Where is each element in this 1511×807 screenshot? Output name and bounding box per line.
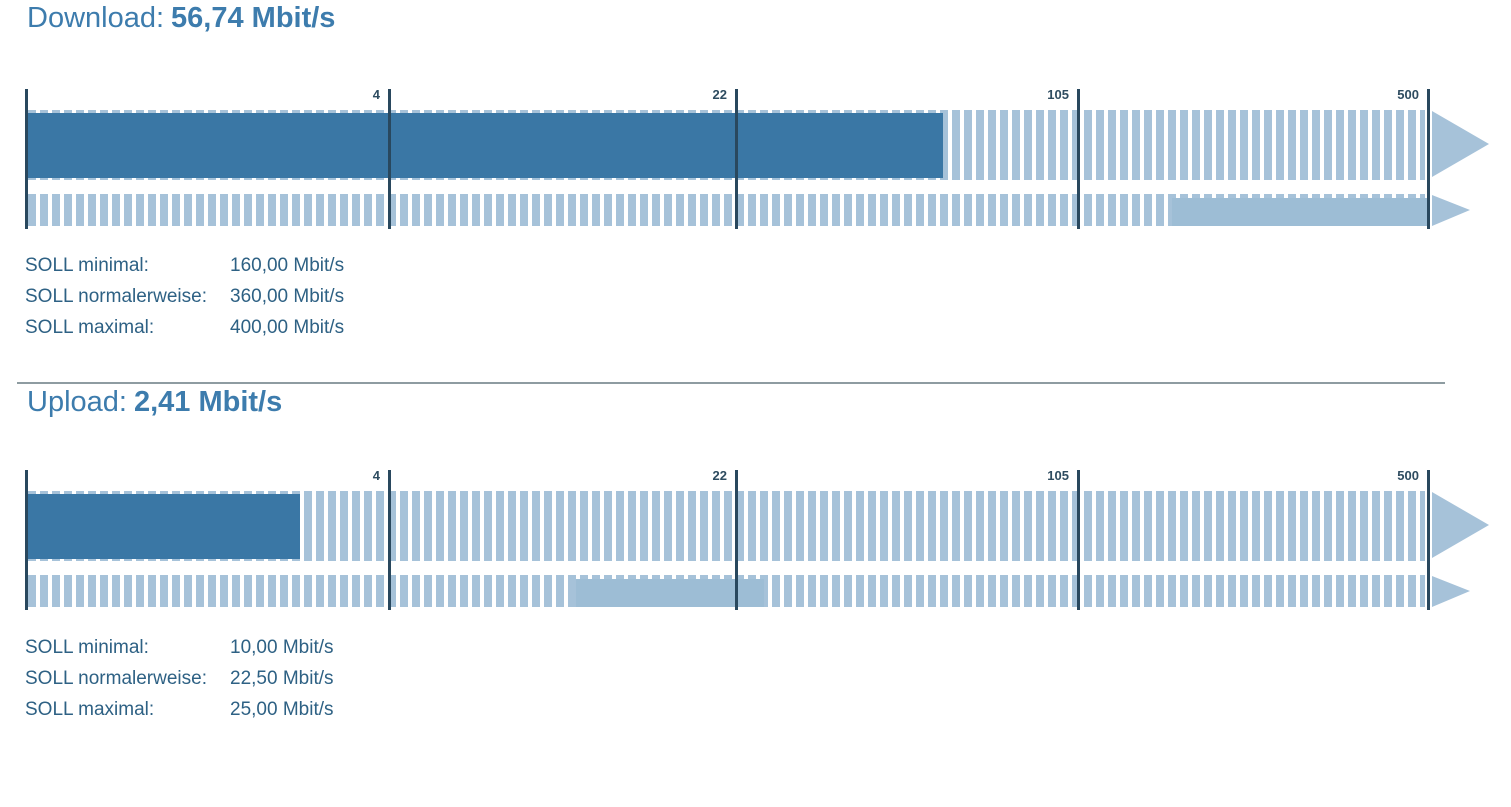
- upload-axis-baseline: [25, 470, 28, 610]
- soll-row: SOLL maximal: 25,00 Mbit/s: [25, 694, 1511, 725]
- download-target-row: [28, 194, 1428, 226]
- tick-label: 4: [372, 468, 380, 483]
- tick-label: 4: [372, 87, 380, 102]
- soll-label: SOLL normalerweise:: [25, 286, 207, 307]
- upload-target-range-segment: [575, 579, 764, 607]
- tick-label: 22: [712, 87, 727, 102]
- soll-label: SOLL minimal:: [25, 255, 149, 276]
- tick-label: 22: [712, 468, 727, 483]
- soll-row: SOLL minimal: 10,00 Mbit/s: [25, 632, 1511, 663]
- arrow-right-icon: [1432, 111, 1489, 177]
- tick-line: [1077, 89, 1080, 229]
- upload-section: Upload: 2,41 Mbit/s 4 22 105: [0, 384, 1511, 725]
- upload-measured-row: [28, 491, 1425, 561]
- download-section: Download: 56,74 Mbit/s 4 22 105: [0, 0, 1511, 343]
- download-measured-bar: [28, 113, 944, 178]
- tick-label: 500: [1397, 87, 1419, 102]
- soll-row: SOLL minimal: 160,00 Mbit/s: [25, 250, 1511, 281]
- soll-row: SOLL maximal: 400,00 Mbit/s: [25, 312, 1511, 343]
- soll-value: 400,00 Mbit/s: [230, 317, 345, 338]
- soll-label: SOLL maximal:: [25, 317, 155, 338]
- tick-line: [1427, 89, 1430, 229]
- download-title: Download: 56,74 Mbit/s: [25, 0, 1511, 36]
- soll-label: SOLL normalerweise:: [25, 668, 207, 689]
- upload-measured-bar: [28, 494, 301, 559]
- download-chart: 4 22 105 500: [25, 85, 1495, 231]
- tick-line: [388, 89, 391, 229]
- download-axis-baseline: [25, 89, 28, 229]
- tick-line: [735, 89, 738, 229]
- arrow-right-icon: [1432, 576, 1470, 607]
- upload-target-row: [28, 575, 1425, 607]
- tick-line: [1077, 470, 1080, 610]
- soll-value: 10,00 Mbit/s: [230, 637, 334, 658]
- soll-row: SOLL normalerweise: 360,00 Mbit/s: [25, 281, 1511, 312]
- soll-label: SOLL maximal:: [25, 699, 155, 720]
- soll-row: SOLL normalerweise: 22,50 Mbit/s: [25, 663, 1511, 694]
- arrow-right-icon: [1432, 195, 1470, 226]
- tick-label: 105: [1047, 468, 1069, 483]
- upload-chart: 4 22 105 500: [25, 466, 1495, 612]
- download-title-value: 56,74 Mbit/s: [171, 2, 336, 34]
- soll-value: 360,00 Mbit/s: [230, 286, 345, 307]
- download-soll-table: SOLL minimal: 160,00 Mbit/s SOLL normale…: [25, 250, 1511, 343]
- tick-line: [1427, 470, 1430, 610]
- upload-title-value: 2,41 Mbit/s: [133, 386, 283, 418]
- download-target-range-segment: [1172, 198, 1428, 226]
- upload-title: Upload: 2,41 Mbit/s: [25, 384, 1511, 420]
- tick-line: [735, 470, 738, 610]
- tick-label: 500: [1397, 468, 1419, 483]
- upload-title-label: Upload:: [27, 386, 127, 418]
- tick-label: 105: [1047, 87, 1069, 102]
- soll-label: SOLL minimal:: [25, 637, 149, 658]
- soll-value: 160,00 Mbit/s: [230, 255, 345, 276]
- arrow-right-icon: [1432, 492, 1489, 558]
- upload-soll-table: SOLL minimal: 10,00 Mbit/s SOLL normaler…: [25, 632, 1511, 725]
- download-measured-row: [28, 110, 1425, 180]
- section-divider: [17, 382, 1445, 384]
- tick-line: [388, 470, 391, 610]
- soll-value: 25,00 Mbit/s: [230, 699, 334, 720]
- download-title-label: Download:: [27, 2, 165, 34]
- speedtest-results-page: Download: 56,74 Mbit/s 4 22 105: [0, 0, 1511, 725]
- soll-value: 22,50 Mbit/s: [230, 668, 334, 689]
